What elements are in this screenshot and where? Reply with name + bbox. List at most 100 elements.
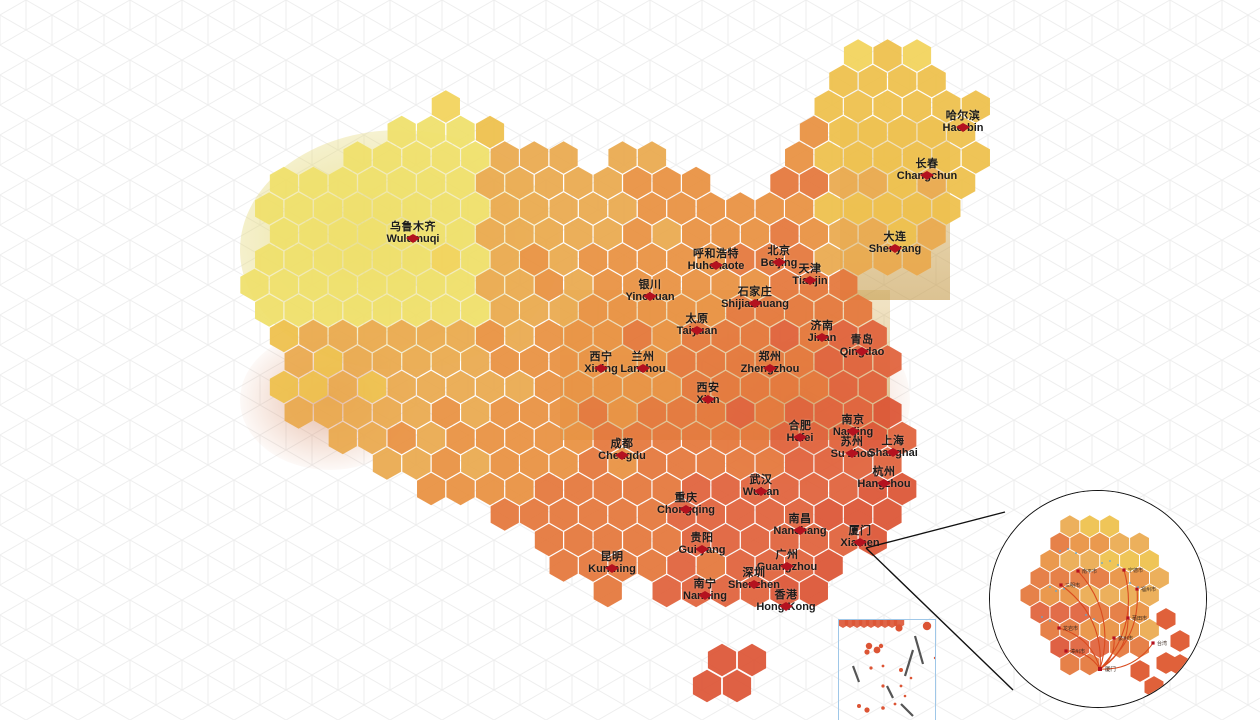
hex-cell xyxy=(667,446,696,481)
city-label-wulumuqi[interactable]: 乌鲁木齐Wulumuqi xyxy=(387,222,440,245)
city-label-xining[interactable]: 西宁Xining xyxy=(584,352,618,375)
city-label-jinan[interactable]: 济南Jinan xyxy=(808,321,837,344)
city-label-nanning[interactable]: 南宁Nanning xyxy=(683,579,727,602)
hex-cell xyxy=(519,140,549,175)
city-marker-diamond-icon xyxy=(846,427,860,436)
hex-cell xyxy=(475,166,505,200)
hex-cell xyxy=(402,191,431,226)
city-label-su-zhou[interactable]: 苏州 Su zhou xyxy=(831,437,874,460)
sea-island-dot xyxy=(873,646,881,654)
city-marker-diamond-icon xyxy=(748,299,762,308)
hex-cell xyxy=(681,319,711,353)
city-label-hefei[interactable]: 合肥Hefei xyxy=(787,421,814,444)
flow-target-label: 泉州市 xyxy=(1118,635,1133,642)
city-label-gui-yang[interactable]: 贵阳 Gui yang xyxy=(678,533,725,556)
hex-cell xyxy=(681,421,711,455)
hex-cell xyxy=(549,191,578,226)
city-name-cn: 西宁 xyxy=(589,351,613,363)
city-label-hangzhou[interactable]: 杭州Hangzhou xyxy=(857,467,910,490)
city-label-shanghai[interactable]: 上海Shanghai xyxy=(868,436,918,459)
city-marker-diamond-icon xyxy=(876,479,891,488)
hex-cell xyxy=(873,140,902,175)
hex-cell xyxy=(357,217,387,251)
inset-hex-cell xyxy=(1150,567,1169,589)
city-label-xiamen[interactable]: 厦门Xiamen xyxy=(840,526,879,549)
city-label-guangzhou[interactable]: 广州Guangzhou xyxy=(757,550,818,573)
inset-hex-cell xyxy=(1050,601,1070,624)
inset-hex-cell xyxy=(1060,549,1080,572)
hex-cell xyxy=(402,140,431,175)
city-label-beijing[interactable]: 北京Beijing xyxy=(761,246,798,269)
hex-cell xyxy=(549,395,578,430)
city-name-cn: 南昌 xyxy=(788,513,812,525)
sea-island-dot xyxy=(878,643,884,649)
city-name-cn: 银川 xyxy=(638,279,662,291)
hex-cell xyxy=(696,293,726,328)
city-marker-diamond-icon xyxy=(780,562,794,571)
city-label-shenyang[interactable]: 大连Shenyang xyxy=(869,232,922,255)
flow-target-marker xyxy=(1126,616,1130,620)
flow-arc xyxy=(1099,642,1154,670)
hex-cell xyxy=(814,242,844,277)
city-label-taiyuan[interactable]: 太原Taiyuan xyxy=(677,314,718,337)
xiamen-flow-inset[interactable]: 南平市 宁德市 三明市 福州市 莆田市 泉州市 龙岩市 漳州市 台湾 厦门 xyxy=(989,490,1207,708)
hex-cell xyxy=(667,548,696,583)
city-label-hong-kong[interactable]: 香港 Hong Kong xyxy=(756,590,815,613)
city-label-xian[interactable]: 西安Xian xyxy=(696,383,719,406)
city-label-wuhan[interactable]: 武汉Wuhan xyxy=(743,475,779,498)
hex-cell xyxy=(519,191,549,226)
hex-cell xyxy=(814,140,844,175)
city-label-kunming[interactable]: 昆明Kunming xyxy=(588,552,636,575)
hex-cell xyxy=(828,166,858,200)
flow-origin-label: 厦门 xyxy=(1105,665,1116,673)
hex-cell xyxy=(460,293,490,328)
inset-water-dot xyxy=(1049,586,1051,588)
hex-cell xyxy=(755,395,785,430)
hex-cell xyxy=(843,140,873,175)
inset-water-dot xyxy=(1067,548,1069,550)
city-label-zhengzhou[interactable]: 郑州Zhengzhou xyxy=(741,352,800,375)
hex-cell xyxy=(858,217,888,251)
city-label-shijiazhuang[interactable]: 石家庄Shijiazhuang xyxy=(721,287,789,310)
hex-cell xyxy=(828,115,858,149)
city-name-cn: 石家庄 xyxy=(737,286,773,298)
city-name-cn: 厦门 xyxy=(848,525,872,537)
hex-cell xyxy=(637,140,667,175)
city-name-cn: 青岛 xyxy=(850,334,874,346)
city-label-shenzhen[interactable]: 深圳Shenzhen xyxy=(728,568,780,591)
city-label-chengdu[interactable]: 成都Chengdu xyxy=(598,439,646,462)
inset-hex-cell-taiwan xyxy=(1130,660,1150,682)
city-label-changchun[interactable]: 长春Changchun xyxy=(897,159,958,182)
hex-cell xyxy=(593,472,623,506)
city-label-yinchuan[interactable]: 银川Yinchuan xyxy=(625,280,674,303)
inset-water-dot xyxy=(1055,590,1057,592)
hex-cell xyxy=(799,217,829,251)
sea-island-dot xyxy=(903,694,907,698)
city-name-cn: 西安 xyxy=(696,382,720,394)
hex-cell xyxy=(446,217,475,251)
inset-hex-cell xyxy=(1090,567,1110,589)
flow-arc xyxy=(1058,627,1101,670)
hex-cell xyxy=(652,421,682,455)
city-name-cn: 南宁 xyxy=(693,578,717,590)
city-label-lanzhou[interactable]: 兰州Lanzhou xyxy=(620,352,665,375)
hex-cell xyxy=(549,446,578,481)
hex-cell xyxy=(608,548,637,583)
city-label-haerbin[interactable]: 哈尔滨Haerbin xyxy=(943,111,984,134)
hex-cell xyxy=(887,421,917,455)
flow-target-label: 福州市 xyxy=(1141,586,1156,593)
hex-cell xyxy=(490,446,520,481)
hex-cell xyxy=(578,395,608,430)
hex-cell xyxy=(328,268,358,302)
city-label-chongqing[interactable]: 重庆Chongqing xyxy=(657,493,715,516)
city-label-nanjing[interactable]: 南京Nanjing xyxy=(833,415,873,438)
hex-cell xyxy=(814,344,844,379)
city-label-tianjin[interactable]: 天津Tianjin xyxy=(792,264,827,287)
city-label-nanchang[interactable]: 南昌Nanchang xyxy=(773,514,826,537)
hex-cell xyxy=(416,268,446,302)
inset-water-dot xyxy=(1137,586,1139,588)
city-label-huhehaote[interactable]: 呼和浩特Huhehaote xyxy=(688,249,745,272)
hex-cell xyxy=(814,89,844,124)
city-label-qingdao[interactable]: 青岛Qingdao xyxy=(840,335,885,358)
hex-cell xyxy=(608,497,637,532)
